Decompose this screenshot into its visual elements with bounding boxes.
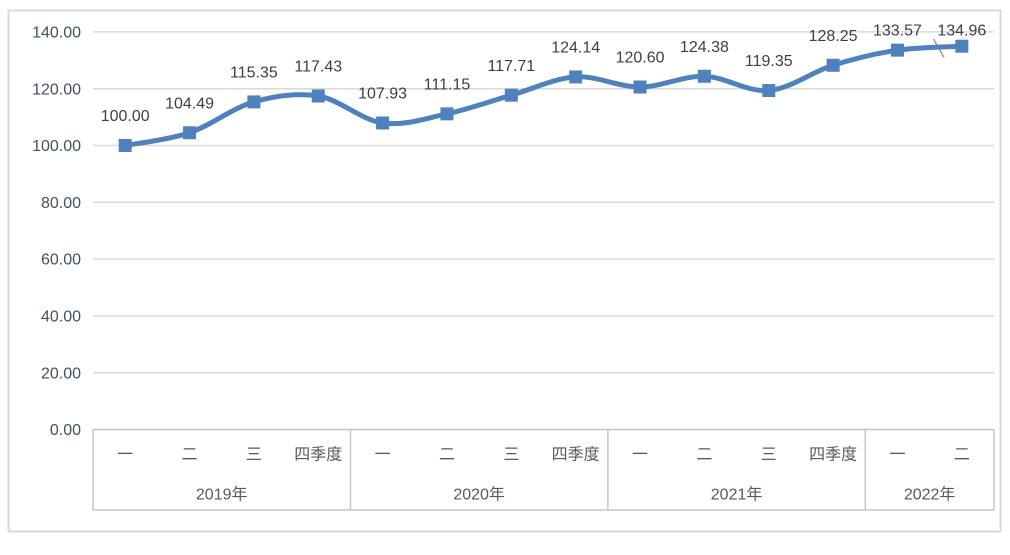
x-axis-quarter-label: 一 — [375, 447, 391, 464]
data-label: 115.35 — [230, 65, 278, 82]
y-axis-tick-label: 40.00 — [41, 309, 81, 326]
data-label: 111.15 — [424, 76, 471, 93]
data-label: 107.93 — [358, 86, 407, 103]
data-point-marker[interactable] — [633, 80, 647, 94]
x-axis-year-label: 2021年 — [711, 486, 763, 504]
data-label: 133.57 — [873, 23, 922, 40]
data-point-marker[interactable] — [376, 116, 390, 130]
x-axis-quarter-label: 二 — [696, 447, 712, 464]
y-axis-tick-label: 140.00 — [32, 25, 81, 42]
data-point-marker[interactable] — [955, 39, 969, 53]
x-axis-quarter-label: 三 — [761, 447, 777, 464]
data-point-marker[interactable] — [440, 107, 454, 121]
data-label: 119.35 — [745, 53, 793, 70]
data-label: 117.43 — [294, 59, 342, 76]
y-axis-tick-label: 80.00 — [41, 195, 81, 212]
data-label: 120.60 — [616, 50, 665, 67]
x-axis-quarter-label: 一 — [632, 447, 648, 464]
x-axis-quarter-label: 四季度 — [809, 446, 857, 464]
x-axis-year-label: 2019年 — [196, 486, 248, 504]
data-point-marker[interactable] — [569, 70, 583, 84]
data-point-marker[interactable] — [697, 69, 711, 83]
data-label: 124.38 — [680, 39, 729, 56]
data-point-marker[interactable] — [183, 126, 197, 140]
y-axis-tick-label: 20.00 — [41, 365, 81, 382]
data-point-marker[interactable] — [118, 139, 132, 152]
x-axis-quarter-label: 四季度 — [294, 446, 342, 464]
data-point-marker[interactable] — [311, 89, 325, 103]
y-axis-tick-label: 0.00 — [50, 422, 81, 439]
data-label: 128.25 — [809, 28, 858, 45]
x-axis-quarter-label: 四季度 — [552, 446, 600, 464]
data-point-marker[interactable] — [504, 88, 518, 102]
x-axis-quarter-label: 一 — [117, 447, 133, 464]
data-point-marker[interactable] — [762, 84, 776, 98]
x-axis-year-label: 2020年 — [453, 486, 505, 504]
data-label: 124.14 — [551, 40, 600, 57]
data-point-marker[interactable] — [890, 43, 904, 57]
data-label: 104.49 — [165, 95, 214, 112]
x-axis-quarter-label: 三 — [503, 447, 519, 464]
y-axis-tick-label: 100.00 — [32, 138, 81, 155]
data-label: 100.00 — [101, 108, 150, 125]
data-label: 134.96 — [937, 23, 986, 40]
data-point-marker[interactable] — [247, 95, 261, 109]
x-axis-quarter-label: 一 — [889, 447, 905, 464]
x-axis-quarter-label: 二 — [182, 447, 198, 464]
x-axis-year-label: 2022年 — [904, 486, 956, 504]
x-axis-quarter-label: 二 — [439, 447, 455, 464]
y-axis-tick-label: 120.00 — [32, 81, 81, 98]
x-axis-quarter-label: 二 — [954, 447, 970, 464]
y-axis-tick-label: 60.00 — [41, 252, 81, 269]
data-label: 117.71 — [487, 58, 535, 75]
data-point-marker[interactable] — [826, 58, 840, 72]
x-axis-quarter-label: 三 — [246, 447, 262, 464]
